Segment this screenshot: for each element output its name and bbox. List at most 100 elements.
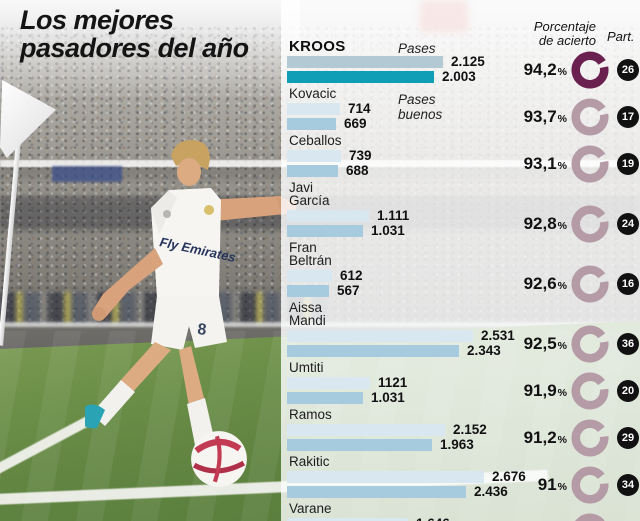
good-passes-bar: 2.003 xyxy=(287,69,476,84)
good-passes-value: 2.003 xyxy=(442,69,476,84)
accuracy-number: 92,8 xyxy=(523,213,557,233)
total-passes-bar: 1.111 xyxy=(287,208,409,223)
player-row: Ceballos 739 688 93,1% 19 xyxy=(287,133,640,183)
accuracy-header-line-1: Porcentaje xyxy=(533,19,596,34)
total-passes-value: 2.125 xyxy=(451,54,485,69)
accuracy-ring-icon xyxy=(571,371,609,410)
participations-badge: 36 xyxy=(617,332,639,355)
percent-sign: % xyxy=(557,159,567,172)
shirt-number: 8 xyxy=(197,321,208,339)
player-name: Umtiti xyxy=(289,360,324,375)
good-passes-value: 567 xyxy=(337,283,360,298)
player-row: Umtiti 1121 1.031 91,9% 20 xyxy=(287,360,640,410)
player-hand-left xyxy=(92,307,106,321)
total-passes-value: 2.676 xyxy=(492,469,526,484)
participations-badge: 20 xyxy=(617,379,639,402)
total-passes-value: 2.531 xyxy=(481,328,515,343)
bars-zone: 2.531 2.343 92,5% 36 xyxy=(287,324,640,363)
accuracy-value: 93,1% xyxy=(487,154,567,174)
total-passes-bar: 739 xyxy=(287,148,372,163)
good-passes-value: 688 xyxy=(346,163,369,178)
total-passes-bar: 2.152 xyxy=(287,422,487,437)
participations-badge: 34 xyxy=(617,473,639,496)
total-passes-bar: 2.676 xyxy=(287,469,526,484)
infographic-title: Los mejores pasadores del año xyxy=(20,6,249,62)
participations-badge: 17 xyxy=(617,105,639,128)
accuracy-value: 91,2% xyxy=(487,428,567,448)
title-wash xyxy=(0,0,300,100)
accuracy-ring-icon xyxy=(571,264,609,303)
participations-badge: 24 xyxy=(617,212,639,235)
accuracy-number: 93,1 xyxy=(523,153,557,173)
player-figure: Fly Emirates 8 xyxy=(85,140,297,476)
total-passes-value: 2.152 xyxy=(453,422,487,437)
bars-zone: 1121 1.031 91,9% 20 xyxy=(287,371,640,410)
player-rows: KROOS 2.125 2.003 94,2% 26 Kovacic 714 6… xyxy=(287,38,640,521)
player-row: Rakitic 2.676 2.436 91% 34 xyxy=(287,455,640,504)
good-passes-value: 1.031 xyxy=(371,390,405,405)
player-row: KROOS 2.125 2.003 94,2% 26 xyxy=(287,38,640,89)
good-passes-bar: 669 xyxy=(287,116,367,131)
total-passes-value: 1121 xyxy=(378,375,408,390)
bars-zone: 739 688 93,1% 19 xyxy=(287,144,640,183)
total-passes-bar: 612 xyxy=(287,268,363,283)
good-passes-bar: 1.963 xyxy=(287,437,474,452)
percent-sign: % xyxy=(557,279,567,292)
accuracy-value: 92,6% xyxy=(487,274,567,294)
bars-zone: 1.111 1.031 92,8% 24 xyxy=(287,204,640,243)
accuracy-ring-icon xyxy=(571,204,609,243)
player-arm-left xyxy=(93,248,163,318)
accuracy-ring-icon xyxy=(571,418,609,457)
bars-zone: 612 567 92,6% 16 xyxy=(287,264,640,303)
good-passes-bar: 1.031 xyxy=(287,390,405,405)
total-passes-bar: 2.531 xyxy=(287,328,515,343)
accuracy-value: 91% xyxy=(487,475,567,495)
player-name: Aissa Mandi xyxy=(289,300,326,328)
good-passes-value: 1.031 xyxy=(371,223,405,238)
player-head xyxy=(177,158,201,186)
participations-badge: 16 xyxy=(617,272,639,295)
kicking-thigh xyxy=(119,342,171,394)
total-passes-bar: 1.646 xyxy=(287,516,450,521)
total-passes-bar: 1121 xyxy=(287,375,407,390)
player-row: Varane 1.646 1.495 90,8% 30 xyxy=(287,502,640,521)
led-board xyxy=(52,166,122,182)
title-line-2: pasadores del año xyxy=(20,33,249,64)
player-arm-right xyxy=(203,196,291,222)
participations-badge: 29 xyxy=(617,426,639,449)
accuracy-value: 92,5% xyxy=(487,334,567,354)
accuracy-number: 92,6 xyxy=(523,273,557,293)
accuracy-value: 93,7% xyxy=(487,107,567,127)
percent-sign: % xyxy=(557,219,567,232)
player-name: Kovacic xyxy=(289,86,337,101)
total-passes-value: 739 xyxy=(349,148,372,163)
player-row: Ramos 2.152 1.963 91,2% 29 xyxy=(287,408,640,457)
accuracy-number: 91,2 xyxy=(523,427,557,447)
player-name: KROOS xyxy=(289,38,346,55)
total-passes-value: 714 xyxy=(348,101,371,116)
club-crest xyxy=(204,205,214,215)
accuracy-value: 92,8% xyxy=(487,214,567,234)
total-passes-value: 1.646 xyxy=(416,516,450,521)
bars-zone: 2.152 1.963 91,2% 29 xyxy=(287,418,640,457)
legend-pases-buenos: Pases buenos xyxy=(398,92,443,122)
accuracy-number: 94,2 xyxy=(523,59,557,79)
participations-header: Part. xyxy=(607,29,635,44)
accuracy-ring-icon xyxy=(571,144,609,183)
accuracy-header: Porcentaje de acierto xyxy=(500,19,596,49)
player-shorts xyxy=(151,296,227,350)
brand-logo xyxy=(163,210,171,218)
player-name: Ceballos xyxy=(289,133,342,148)
bars-zone: 714 669 93,7% 17 xyxy=(287,97,640,136)
accuracy-ring-icon xyxy=(571,512,609,521)
player-row: Javi García 1.111 1.031 92,8% 24 xyxy=(287,181,640,243)
total-passes-bar: 714 xyxy=(287,101,371,116)
title-line-1: Los mejores xyxy=(20,5,174,35)
good-passes-value: 669 xyxy=(344,116,367,131)
accuracy-ring-icon xyxy=(571,50,609,89)
participations-badge: 19 xyxy=(617,152,639,175)
player-row: Aissa Mandi 2.531 2.343 92,5% 36 xyxy=(287,300,640,363)
good-passes-value: 2.343 xyxy=(467,343,501,358)
good-passes-value: 1.963 xyxy=(440,437,474,452)
